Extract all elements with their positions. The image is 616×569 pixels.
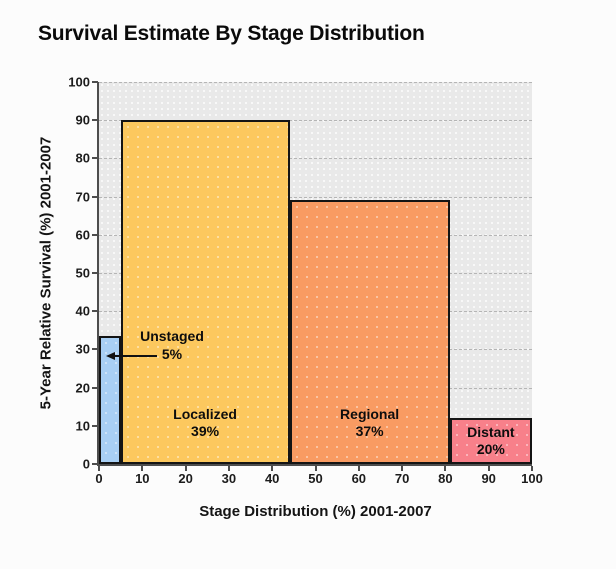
bar-label-value: 39% — [191, 423, 220, 439]
y-tick — [92, 348, 98, 351]
bar-distant: Distant 20% — [449, 418, 532, 464]
bar-unstaged — [99, 336, 121, 464]
y-tick-label: 60 — [75, 227, 90, 243]
x-tick — [444, 466, 447, 471]
gridline — [99, 120, 532, 122]
x-tick — [227, 466, 230, 471]
x-tick-label: 60 — [351, 471, 367, 486]
y-tick — [92, 195, 98, 198]
y-tick-label: 40 — [75, 303, 90, 319]
bar-label-regional: Regional 37% — [292, 406, 448, 440]
bar-regional: Regional 37% — [289, 200, 450, 464]
y-tick-label: 70 — [75, 189, 90, 205]
x-tick-label: 30 — [221, 471, 237, 486]
x-tick — [531, 466, 533, 471]
x-tick-label: 40 — [264, 471, 280, 486]
bar-label-distant: Distant 20% — [452, 424, 530, 458]
y-tick-label: 20 — [75, 380, 90, 396]
x-tick — [357, 466, 360, 471]
x-tick — [98, 466, 100, 471]
unstaged-annotation-value: 5% — [161, 346, 183, 362]
y-tick-label: 90 — [75, 112, 90, 128]
bar-label-localized: Localized 39% — [123, 406, 288, 440]
x-tick — [401, 466, 404, 471]
x-tick-label: 70 — [394, 471, 410, 486]
x-tick-label: 20 — [178, 471, 193, 486]
y-tick-label: 80 — [75, 150, 90, 166]
x-axis-title: Stage Distribution (%) 2001-2007 — [199, 503, 432, 520]
bar-label-name: Regional — [340, 406, 400, 422]
x-tick — [271, 466, 274, 471]
plot-area: Localized 39% Regional 37% Distant 20% — [92, 81, 533, 471]
x-axis-labels: 0 10 20 30 40 50 60 70 80 90 100 — [95, 471, 542, 487]
left-arrow-line — [114, 355, 157, 357]
y-axis-labels: 0 10 20 30 40 50 60 70 80 90 100 — [56, 75, 90, 472]
y-axis-title: 5-Year Relative Survival (%) 2001-2007 — [37, 136, 55, 410]
gridline — [99, 82, 532, 83]
y-tick-label: 30 — [75, 341, 90, 357]
y-tick — [92, 157, 98, 160]
x-tick-label: 10 — [135, 471, 150, 486]
y-tick — [92, 424, 98, 427]
y-tick — [92, 310, 98, 313]
chart-title: Survival Estimate By Stage Distribution — [38, 22, 425, 45]
gridline — [99, 196, 532, 198]
unstaged-annotation-label: Unstaged — [140, 328, 204, 344]
x-tick — [184, 466, 187, 471]
bar-label-value: 37% — [355, 423, 384, 439]
y-tick — [92, 463, 98, 465]
left-arrow-icon — [106, 352, 115, 360]
y-tick-label: 100 — [68, 74, 90, 90]
y-tick — [92, 81, 98, 83]
unstaged-annotation: Unstaged 5% — [124, 327, 220, 363]
y-tick — [92, 233, 98, 236]
y-tick-label: 50 — [75, 265, 90, 281]
y-tick-label: 0 — [82, 456, 90, 472]
x-tick-label: 0 — [95, 471, 103, 486]
y-tick — [92, 386, 98, 389]
bar-label-value: 20% — [476, 441, 505, 457]
bar-label-name: Distant — [467, 424, 515, 440]
bar-label-name: Localized — [173, 406, 237, 422]
x-tick — [487, 466, 490, 471]
y-tick-label: 10 — [75, 418, 90, 434]
x-tick-label: 80 — [438, 471, 453, 486]
bar-localized: Localized 39% — [120, 120, 290, 464]
gridline — [99, 158, 532, 160]
x-tick — [314, 466, 317, 471]
x-tick — [141, 466, 144, 471]
x-tick-label: 90 — [481, 471, 496, 486]
y-tick — [92, 119, 98, 122]
x-tick-label: 100 — [521, 471, 543, 486]
y-tick — [92, 272, 98, 274]
x-tick-label: 50 — [308, 471, 323, 486]
